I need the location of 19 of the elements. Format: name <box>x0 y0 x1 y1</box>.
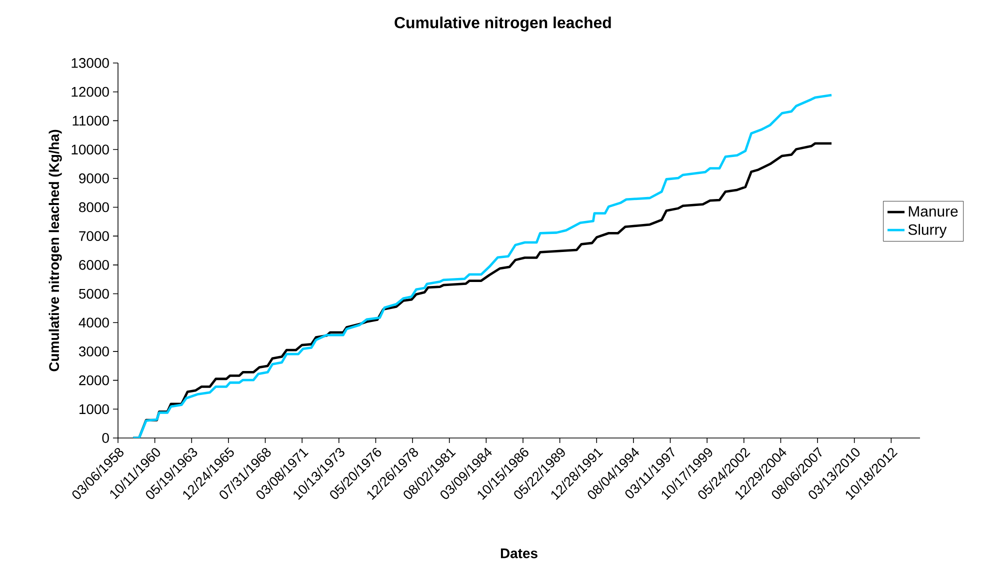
y-tick-label: 11000 <box>72 116 109 126</box>
y-tick-label: 13000 <box>72 58 109 68</box>
y-tick-label: 7000 <box>79 231 109 242</box>
y-tick-label: 4000 <box>78 318 109 328</box>
y-tick-label: 9000 <box>79 173 109 184</box>
y-tick-label: 1000 <box>80 404 109 414</box>
x-axis-title: Dates <box>500 548 538 558</box>
chart-title: Cumulative nitrogen leached <box>394 16 611 32</box>
legend-label: Manure <box>908 206 958 217</box>
legend-label: Slurry <box>908 224 947 238</box>
y-tick-label: 2000 <box>79 375 109 386</box>
y-tick-label: 8000 <box>79 202 109 212</box>
y-tick-label: 3000 <box>78 346 109 356</box>
y-tick-label: 12000 <box>72 86 109 97</box>
y-tick-label: 5000 <box>79 288 109 299</box>
y-tick-label: 10000 <box>72 144 109 154</box>
y-tick-label: 6000 <box>79 260 109 270</box>
y-axis-title: Cumulative nitrogen leached (Kg/ha) <box>48 130 62 372</box>
y-tick-label: 0 <box>102 433 109 443</box>
